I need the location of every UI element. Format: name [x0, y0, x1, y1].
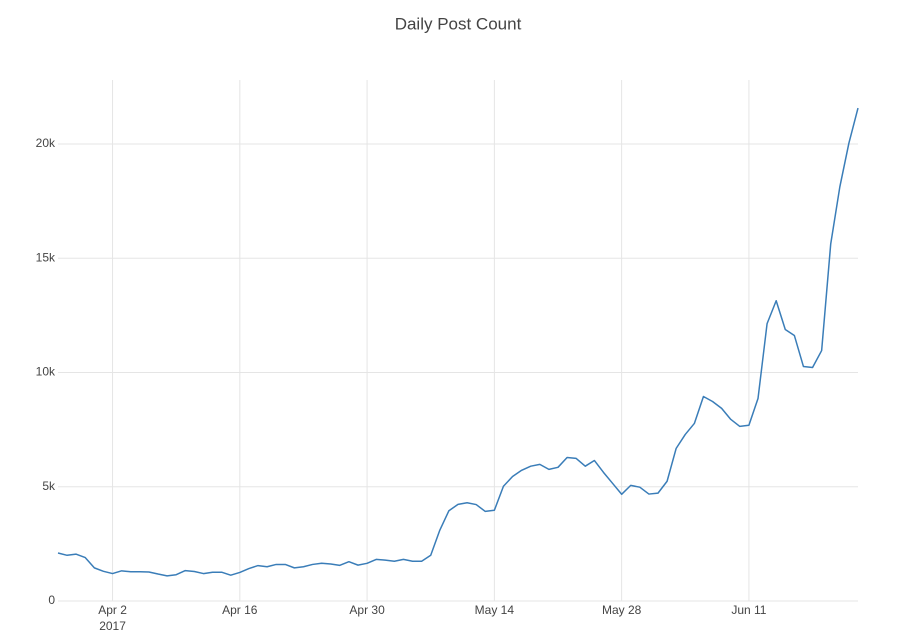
- y-tick-label: 10k: [36, 365, 56, 379]
- x-tick-label: Apr 2: [98, 603, 127, 617]
- data-line: [57, 107, 859, 577]
- x-tick-year: 2017: [99, 619, 126, 633]
- x-tick-label: Apr 16: [222, 603, 258, 617]
- x-tick-label: May 28: [602, 603, 642, 617]
- y-tick-label: 5k: [42, 479, 56, 493]
- x-tick-label: Jun 11: [731, 603, 766, 617]
- x-tick-label: May 14: [475, 603, 515, 617]
- y-tick-label: 20k: [36, 136, 56, 150]
- chart-title: Daily Post Count: [395, 14, 522, 33]
- y-tick-label: 15k: [36, 250, 56, 264]
- y-tick-label: 0: [48, 593, 55, 607]
- x-tick-label: Apr 30: [349, 603, 385, 617]
